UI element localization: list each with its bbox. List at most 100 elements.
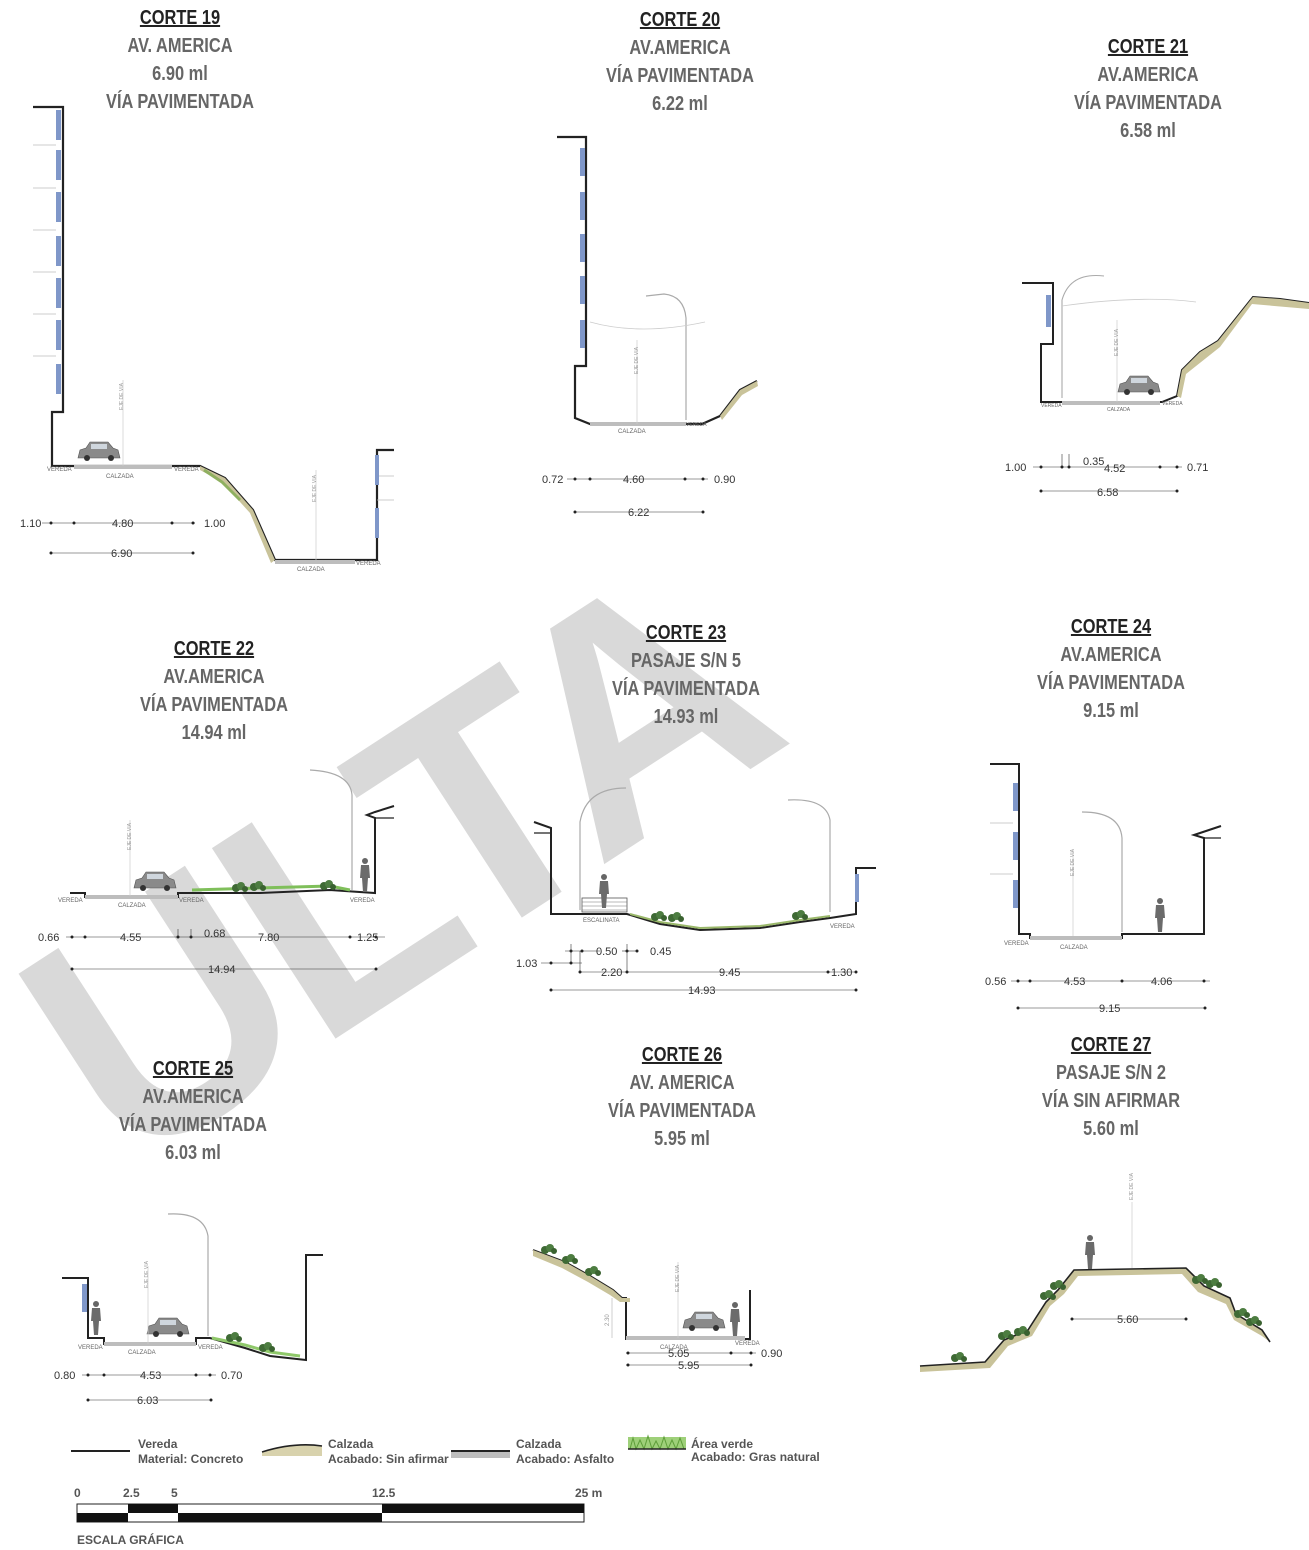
- label-vereda: VEREDA: [174, 467, 199, 473]
- label-calzada: CALZADA: [128, 1350, 156, 1356]
- section-line: AV.AMERICA: [1097, 64, 1199, 86]
- corte-23-drawing: ESCALINATA VEREDA 0.50 0.45 1.03 2.20 9.…: [516, 787, 876, 997]
- corte-19-heading: CORTE 19 AV. AMERICA 6.90 ml VÍA PAVIMEN…: [98, 4, 262, 116]
- label-eje-de-via: EJE DE VIA: [1129, 1172, 1135, 1200]
- label-calzada: CALZADA: [1107, 407, 1131, 413]
- label-vereda: VEREDA: [1041, 403, 1062, 409]
- section-line: 6.22 ml: [652, 93, 708, 115]
- label-vereda: VEREDA: [58, 898, 83, 904]
- legend-detail: Acabado: Sin afirmar: [328, 1452, 449, 1466]
- scale-bar: 0 2.5 5 12.5 25 m ESCALA GRÁFICA: [74, 1486, 602, 1547]
- dim-value: 0.66: [38, 932, 59, 944]
- section-line: PASAJE S/N 2: [1056, 1062, 1166, 1084]
- section-line: 6.58 ml: [1120, 120, 1176, 142]
- dim-value: 0.70: [221, 1370, 242, 1382]
- section-line: VÍA PAVIMENTADA: [608, 1100, 756, 1122]
- section-number: CORTE 21: [1107, 36, 1189, 58]
- legend-detail: Acabado: Asfalto: [516, 1452, 614, 1466]
- dim-value: 1.00: [204, 518, 225, 530]
- section-line: 5.60 ml: [1083, 1118, 1139, 1140]
- dim-value: 0.50: [596, 946, 617, 958]
- label-vereda: VEREDA: [830, 924, 855, 930]
- section-number: CORTE 26: [641, 1044, 723, 1066]
- dim-value: 0.90: [714, 474, 735, 486]
- section-line: VÍA PAVIMENTADA: [140, 694, 288, 716]
- section-line: VÍA PAVIMENTADA: [612, 678, 760, 700]
- label-vereda: VEREDA: [1162, 401, 1183, 407]
- dim-value: 1.30: [831, 967, 852, 979]
- label-vereda: VEREDA: [47, 467, 72, 473]
- dim-value: 4.52: [1104, 463, 1125, 475]
- label-vereda: VEREDA: [179, 898, 204, 904]
- section-line: AV.AMERICA: [1060, 644, 1162, 666]
- dim-value: 7.80: [258, 932, 279, 944]
- section-line: VÍA PAVIMENTADA: [1037, 672, 1185, 694]
- corte-19-drawing: VEREDA CALZADA VEREDA EJE DE VIA EJE DE …: [20, 105, 394, 573]
- corte-25-drawing: EJE DE VIA VEREDA CALZADA VEREDA 0.80 4.…: [54, 1213, 323, 1407]
- section-line: AV.AMERICA: [629, 37, 731, 59]
- dim-value: 4.55: [120, 932, 141, 944]
- dim-value: 4.60: [623, 474, 644, 486]
- corte-21-drawing: EJE DE VIA VEREDA CALZADA VEREDA 1.00 0.…: [1005, 274, 1309, 499]
- label-vereda: VEREDA: [78, 1345, 103, 1351]
- corte-22-drawing: EJE DE VIA VEREDA CALZADA VEREDA VEREDA …: [38, 769, 395, 976]
- label-calzada: CALZADA: [297, 567, 325, 573]
- legend-detail: Material: Concreto: [138, 1452, 243, 1466]
- dim-value: 9.45: [719, 967, 740, 979]
- label-vereda: VEREDA: [350, 898, 375, 904]
- section-line: AV. AMERICA: [127, 35, 233, 57]
- dim-value: 1.25: [357, 932, 378, 944]
- dim-value: 0.35: [1083, 456, 1104, 468]
- dim-value: 4.53: [1064, 976, 1085, 988]
- dim-value: 6.03: [137, 1395, 158, 1407]
- section-line: PASAJE S/N 5: [631, 650, 741, 672]
- dim-value: 4.53: [140, 1370, 161, 1382]
- dim-value: 0.80: [54, 1370, 75, 1382]
- section-number: CORTE 25: [152, 1058, 234, 1080]
- label-eje-de-via: EJE DE VIA: [312, 474, 318, 502]
- label-calzada: CALZADA: [106, 474, 134, 480]
- corte-20-heading: CORTE 20 AV.AMERICA VÍA PAVIMENTADA 6.22…: [598, 6, 762, 118]
- scale-tick: 0: [74, 1486, 81, 1500]
- section-line: VÍA PAVIMENTADA: [106, 91, 254, 113]
- section-line: 5.95 ml: [654, 1128, 710, 1150]
- dim-value: 5.95: [678, 1360, 699, 1372]
- corte-24-drawing: EJE DE VIA VEREDA CALZADA 0.56 4.53 4.06…: [985, 763, 1222, 1015]
- dim-value: 1.03: [516, 958, 537, 970]
- section-number: CORTE 24: [1070, 616, 1152, 638]
- section-line: VÍA PAVIMENTADA: [119, 1114, 267, 1136]
- section-line: VÍA PAVIMENTADA: [1074, 92, 1222, 114]
- label-calzada: CALZADA: [1060, 945, 1088, 951]
- section-line: 6.03 ml: [165, 1142, 221, 1164]
- dim-value: 1.00: [1005, 462, 1026, 474]
- corte-24-heading: CORTE 24 AV.AMERICA VÍA PAVIMENTADA 9.15…: [1029, 613, 1193, 725]
- label-vereda: VEREDA: [198, 1345, 223, 1351]
- dim-value: 5.60: [1117, 1314, 1138, 1326]
- section-number: CORTE 23: [645, 622, 727, 644]
- dim-value: 0.71: [1187, 462, 1208, 474]
- label-eje-de-via: EJE DE VIA: [144, 1260, 150, 1288]
- section-line: 14.93 ml: [653, 706, 719, 728]
- dim-value: 6.58: [1097, 487, 1118, 499]
- section-line: AV. AMERICA: [629, 1072, 735, 1094]
- label-vereda: VEREDA: [735, 1341, 760, 1347]
- section-line: 6.90 ml: [152, 63, 208, 85]
- dim-value: 5.05: [668, 1348, 689, 1360]
- legend-swatch-sin-afirmar: [262, 1444, 322, 1456]
- label-escalinata: ESCALINATA: [583, 918, 619, 924]
- label-calzada: CALZADA: [618, 429, 646, 435]
- label-eje-de-via: EJE DE VIA: [675, 1264, 681, 1292]
- dim-value: 14.93: [688, 985, 716, 997]
- label-vereda: VEREDA: [356, 561, 381, 567]
- section-number: CORTE 20: [639, 9, 721, 31]
- dim-value: 2.20: [601, 967, 622, 979]
- section-line: AV.AMERICA: [163, 666, 265, 688]
- scale-tick: 2.5: [123, 1486, 140, 1500]
- dim-value: 0.68: [204, 928, 225, 940]
- corte-26-drawing: EJE DE VIA CALZADA VEREDA 2.30 5.05 0.90…: [532, 1244, 782, 1372]
- legend-title: Calzada: [516, 1437, 562, 1451]
- dim-value: 0.45: [650, 946, 671, 958]
- corte-20-drawing: EJE DE VIA CALZADA VEREDA 0.72 4.60 0.90…: [542, 135, 758, 519]
- dim-value: 0.72: [542, 474, 563, 486]
